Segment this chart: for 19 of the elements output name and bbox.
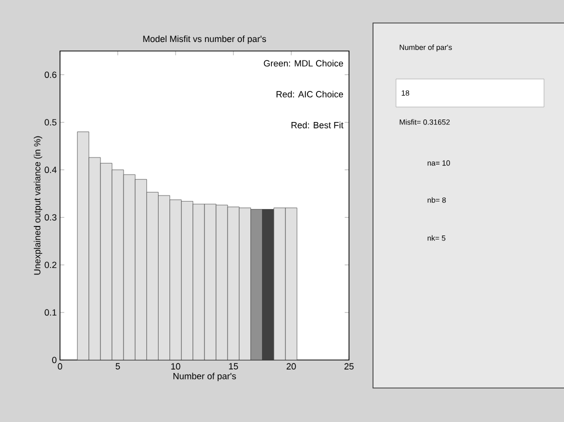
x-tick-label: 20: [286, 363, 296, 370]
x-tick-label: 5: [116, 363, 120, 370]
x-tick-label: 0: [58, 363, 62, 370]
x-tick-label: 15: [229, 363, 238, 370]
y-axis-title: Unexplained output variance (in %): [34, 136, 42, 275]
y-tick-label: 0.1: [44, 309, 56, 316]
x-axis-title: Number of par's: [173, 372, 236, 382]
annotation: Red: AIC Choice: [276, 90, 344, 98]
y-tick-label: 0.5: [44, 119, 56, 126]
annotation: Red: Best Fit: [292, 122, 344, 128]
y-tick-label: 0.6: [44, 72, 56, 78]
chart-title: Model Misfit vs number of par's: [143, 35, 266, 44]
annotation: Green: MDL Choice: [264, 60, 344, 67]
y-tick-label: 0.4: [44, 166, 57, 174]
y-tick-label: 0.3: [44, 214, 56, 221]
y-tick-label: 0.2: [44, 262, 56, 268]
x-tick-label: 25: [344, 363, 354, 370]
x-tick-label: 10: [171, 363, 180, 370]
y-tick-label: 0: [52, 356, 56, 364]
